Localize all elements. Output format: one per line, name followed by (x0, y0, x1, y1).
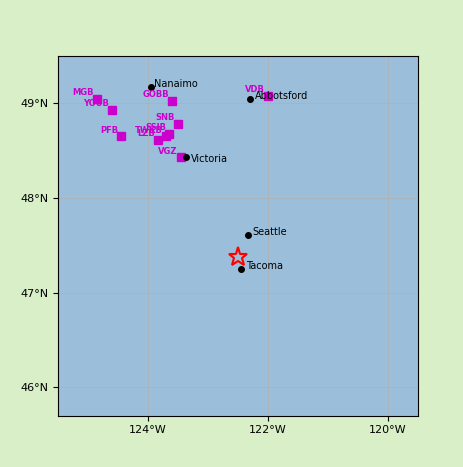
Text: PFB: PFB (100, 126, 118, 134)
Text: YOUB: YOUB (83, 99, 109, 108)
Text: MGB: MGB (72, 88, 94, 97)
Text: Abbotsford: Abbotsford (254, 91, 307, 100)
Text: SSIB: SSIB (144, 123, 165, 132)
Text: Seattle: Seattle (252, 227, 287, 237)
Text: LZB: LZB (137, 129, 155, 139)
Text: SNB: SNB (155, 113, 175, 122)
Text: VDB: VDB (244, 85, 264, 94)
Text: Victoria: Victoria (190, 154, 227, 164)
Text: TWKB: TWKB (135, 126, 163, 134)
Text: GOBB: GOBB (142, 90, 169, 99)
Text: VGZ: VGZ (158, 147, 177, 156)
Text: Nanaimo: Nanaimo (154, 79, 198, 89)
Text: Tacoma: Tacoma (246, 261, 282, 271)
